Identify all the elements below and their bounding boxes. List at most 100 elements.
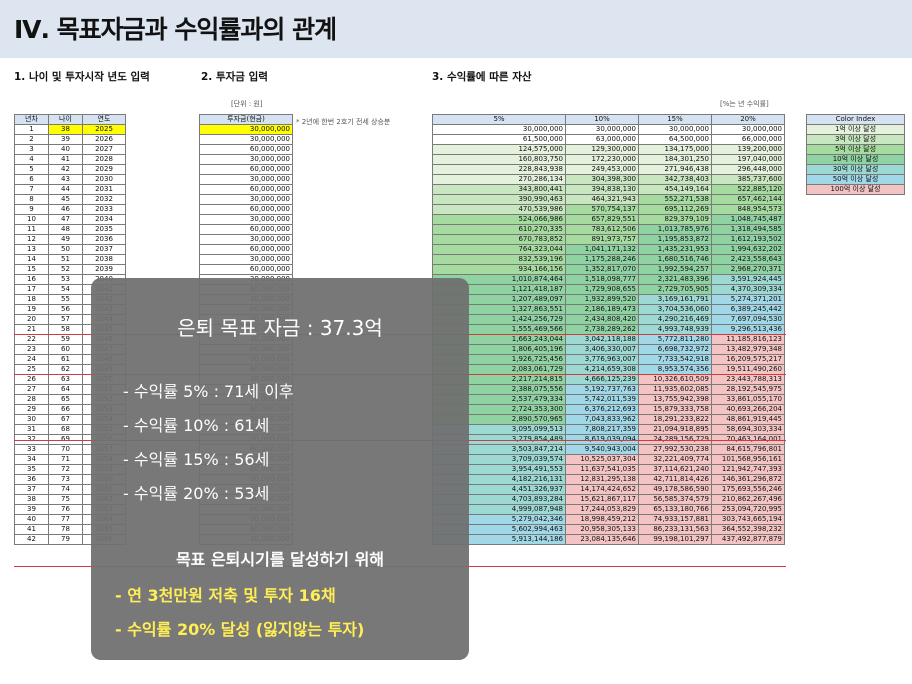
- asset-cell: 253,094,720,995: [711, 504, 785, 515]
- asset-cell: 10,525,037,304: [565, 454, 639, 465]
- summary-overlay: 은퇴 목표 자금 : 37.3억 - 수익률 5% : 71세 이후 - 수익률…: [91, 278, 469, 660]
- year-index-cell: 35: [14, 464, 49, 475]
- asset-cell: 65,133,180,766: [638, 504, 712, 515]
- table-row: 15 52 2039: [14, 264, 126, 275]
- table-row: 60,000,000: [199, 204, 293, 215]
- invest-cell: 30,000,000: [199, 174, 293, 185]
- table-row: 100억 이상 달성: [806, 184, 905, 195]
- age-cell: 52: [48, 264, 83, 275]
- asset-cell: 2,186,189,473: [565, 304, 639, 315]
- table-row: 2,083,061,729 4,214,659,308 8,953,574,356 1…: [432, 364, 785, 375]
- asset-cell: 172,230,000: [565, 154, 639, 165]
- age-cell: 51: [48, 254, 83, 265]
- year-index-cell: 40: [14, 514, 49, 525]
- invest-cell: 60,000,000: [199, 224, 293, 235]
- age-cell: 43: [48, 174, 83, 185]
- table-row: 4,703,893,284 15,621,867,117 56,585,374,57…: [432, 494, 785, 505]
- table-row: 2,890,570,965 7,043,833,962 18,291,233,822…: [432, 414, 785, 425]
- year-cell: 2037: [82, 244, 126, 255]
- asset-cell: 670,783,852: [432, 234, 566, 245]
- asset-cell: 1,518,098,777: [565, 274, 639, 285]
- year-cell: 2035: [82, 224, 126, 235]
- age-cell: 45: [48, 194, 83, 205]
- invest-col-header: 투자금(현금): [199, 114, 293, 125]
- asset-cell: 394,838,130: [565, 184, 639, 195]
- invest-cell: 60,000,000: [199, 144, 293, 155]
- table-row: 1,424,256,729 2,434,808,420 4,290,216,469 7…: [432, 314, 785, 325]
- year-index-cell: 13: [14, 244, 49, 255]
- asset-cell: 21,094,918,895: [638, 424, 712, 435]
- unit-note: [단위 : 원]: [231, 100, 263, 108]
- asset-cell: 3,591,924,445: [711, 274, 785, 285]
- table-row: 30,000,000: [199, 124, 293, 135]
- asset-cell: 121,942,747,393: [711, 464, 785, 475]
- age-col-age: 나이: [48, 114, 83, 125]
- asset-cell: 4,666,125,239: [565, 374, 639, 385]
- asset-cell: 37,114,621,240: [638, 464, 712, 475]
- table-row: 1,207,489,097 1,932,899,520 3,169,161,791 5…: [432, 294, 785, 305]
- asset-cell: 5,274,371,201: [711, 294, 785, 305]
- asset-cell: 764,323,044: [432, 244, 566, 255]
- table-row: 4,182,216,131 12,831,295,138 42,711,814,42…: [432, 474, 785, 485]
- asset-cell: 610,270,335: [432, 224, 566, 235]
- asset-cell: 1,680,516,746: [638, 254, 712, 265]
- year-index-cell: 36: [14, 474, 49, 485]
- asset-cell: 9,540,943,004: [565, 444, 639, 455]
- table-row: 1,926,725,456 3,776,963,007 7,733,542,918 1…: [432, 354, 785, 365]
- age-cell: 60: [48, 344, 83, 355]
- table-row: 2,537,479,334 5,742,011,539 13,755,942,398…: [432, 394, 785, 405]
- asset-cell: 3,406,330,007: [565, 344, 639, 355]
- asset-cell: 129,300,000: [565, 144, 639, 155]
- table-row: 1,327,863,551 2,186,189,473 3,704,536,060 6…: [432, 304, 785, 315]
- asset-cell: 5,192,737,763: [565, 384, 639, 395]
- table-row: 30,000,000: [199, 174, 293, 185]
- asset-cell: 101,568,956,161: [711, 454, 785, 465]
- asset-cell: 99,198,101,297: [638, 534, 712, 545]
- table-row: 1,663,243,044 3,042,118,188 5,772,811,280 1…: [432, 334, 785, 345]
- age-cell: 79: [48, 534, 83, 545]
- table-row: 30,000,000: [199, 234, 293, 245]
- asset-cell: 3,776,963,007: [565, 354, 639, 365]
- year-cell: 2026: [82, 134, 126, 145]
- asset-cell: 134,175,000: [638, 144, 712, 155]
- asset-col-10: 10%: [565, 114, 639, 125]
- asset-cell: 58,694,303,334: [711, 424, 785, 435]
- asset-cell: 33,861,055,170: [711, 394, 785, 405]
- table-row: 2 39 2026: [14, 134, 126, 145]
- year-index-cell: 22: [14, 334, 49, 345]
- table-row: 610,270,335 783,612,506 1,013,785,976 1,318…: [432, 224, 785, 235]
- year-index-cell: 8: [14, 194, 49, 205]
- asset-cell: 1,729,908,655: [565, 284, 639, 295]
- asset-cell: 464,321,943: [565, 194, 639, 205]
- year-index-cell: 6: [14, 174, 49, 185]
- asset-cell: 934,166,156: [432, 264, 566, 275]
- age-cell: 70: [48, 444, 83, 455]
- invest-cell: 30,000,000: [199, 124, 293, 135]
- asset-cell: 19,511,490,260: [711, 364, 785, 375]
- table-row: 60,000,000: [199, 184, 293, 195]
- asset-cell: 1,318,494,585: [711, 224, 785, 235]
- asset-cell: 303,743,665,194: [711, 514, 785, 525]
- age-cell: 64: [48, 384, 83, 395]
- table-row: 3,095,099,513 7,808,217,359 21,094,918,895…: [432, 424, 785, 435]
- year-index-cell: 11: [14, 224, 49, 235]
- asset-cell: 5,742,011,539: [565, 394, 639, 405]
- age-cell: 59: [48, 334, 83, 345]
- year-index-cell: 19: [14, 304, 49, 315]
- asset-cell: 832,539,196: [432, 254, 566, 265]
- asset-cell: 23,084,135,646: [565, 534, 639, 545]
- year-cell: 2032: [82, 194, 126, 205]
- asset-cell: 8,953,574,356: [638, 364, 712, 375]
- color-index-table: Color Index 1억 이상 달성 3억 이상 달성 5억 이상 달성 10억 …: [806, 114, 905, 195]
- table-row: 4,999,087,948 17,244,053,829 65,133,180,76…: [432, 504, 785, 515]
- year-index-cell: 30: [14, 414, 49, 425]
- table-row: 9 46 2033: [14, 204, 126, 215]
- age-cell: 63: [48, 374, 83, 385]
- asset-table: 5% 10% 15% 20% 30,000,000 30,000,000 30,00…: [432, 114, 785, 545]
- invest-cell: 30,000,000: [199, 154, 293, 165]
- asset-cell: 437,492,877,879: [711, 534, 785, 545]
- invest-cell: 30,000,000: [199, 254, 293, 265]
- age-cell: 55: [48, 294, 83, 305]
- asset-cell: 249,453,000: [565, 164, 639, 175]
- year-index-cell: 5: [14, 164, 49, 175]
